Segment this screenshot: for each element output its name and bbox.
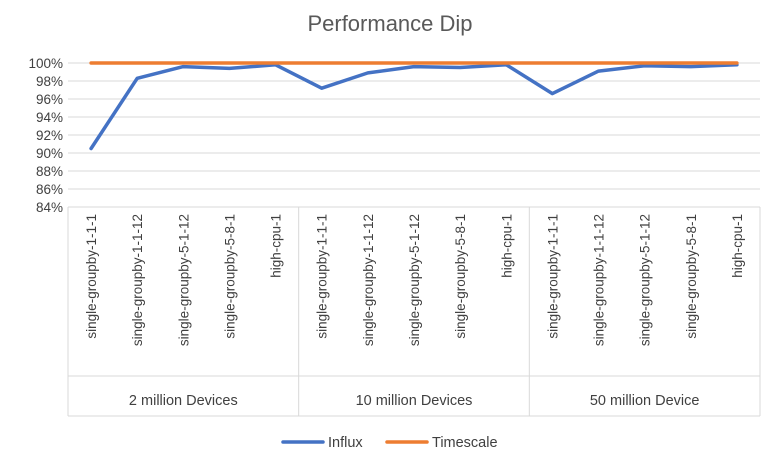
x-category-label: single-groupby-1-1-1 (315, 214, 330, 339)
x-category-label: high-cpu-1 (730, 214, 745, 278)
series-lines (89, 61, 739, 151)
series-line-influx (89, 63, 739, 151)
x-group-label: 10 million Devices (356, 393, 473, 409)
y-tick-label: 94% (36, 110, 63, 125)
chart-title: Performance Dip (307, 11, 472, 36)
x-category-label: single-groupby-1-1-1 (545, 214, 560, 339)
x-axis: single-groupby-1-1-1 single-groupby-1-1-1… (67, 207, 761, 417)
x-category-label: single-groupby-1-1-12 (592, 214, 607, 346)
grid-lines (68, 62, 760, 208)
y-tick-label: 98% (36, 74, 63, 89)
y-tick-label: 86% (36, 182, 63, 197)
x-category-label: single-groupby-5-1-12 (407, 214, 422, 346)
y-tick-label: 90% (36, 146, 63, 161)
legend-label: Timescale (432, 435, 498, 451)
legend-label: Influx (328, 435, 363, 451)
y-tick-label: 84% (36, 200, 63, 215)
y-tick-label: 88% (36, 164, 63, 179)
x-category-label: single-groupby-5-1-12 (176, 214, 191, 346)
x-group-label: 50 million Device (590, 393, 700, 409)
x-category-label: single-groupby-5-1-12 (638, 214, 653, 346)
y-tick-label: 92% (36, 128, 63, 143)
legend: Influx Timescale (281, 435, 498, 451)
y-tick-label: 96% (36, 92, 63, 107)
x-group-label: 2 million Devices (129, 393, 238, 409)
x-category-label: high-cpu-1 (499, 214, 514, 278)
x-category-label: single-groupby-5-8-1 (222, 214, 237, 339)
x-category-label: single-groupby-1-1-12 (361, 214, 376, 346)
x-category-label: single-groupby-5-8-1 (684, 214, 699, 339)
x-category-label: single-groupby-5-8-1 (453, 214, 468, 339)
x-category-label: single-groupby-1-1-12 (130, 214, 145, 346)
y-axis-tick-labels: 84% 86% 88% 90% 92% 94% 96% 98% 100% (28, 56, 63, 215)
y-tick-label: 100% (28, 56, 63, 71)
x-category-label: single-groupby-1-1-1 (84, 214, 99, 339)
x-category-label: high-cpu-1 (269, 214, 284, 278)
